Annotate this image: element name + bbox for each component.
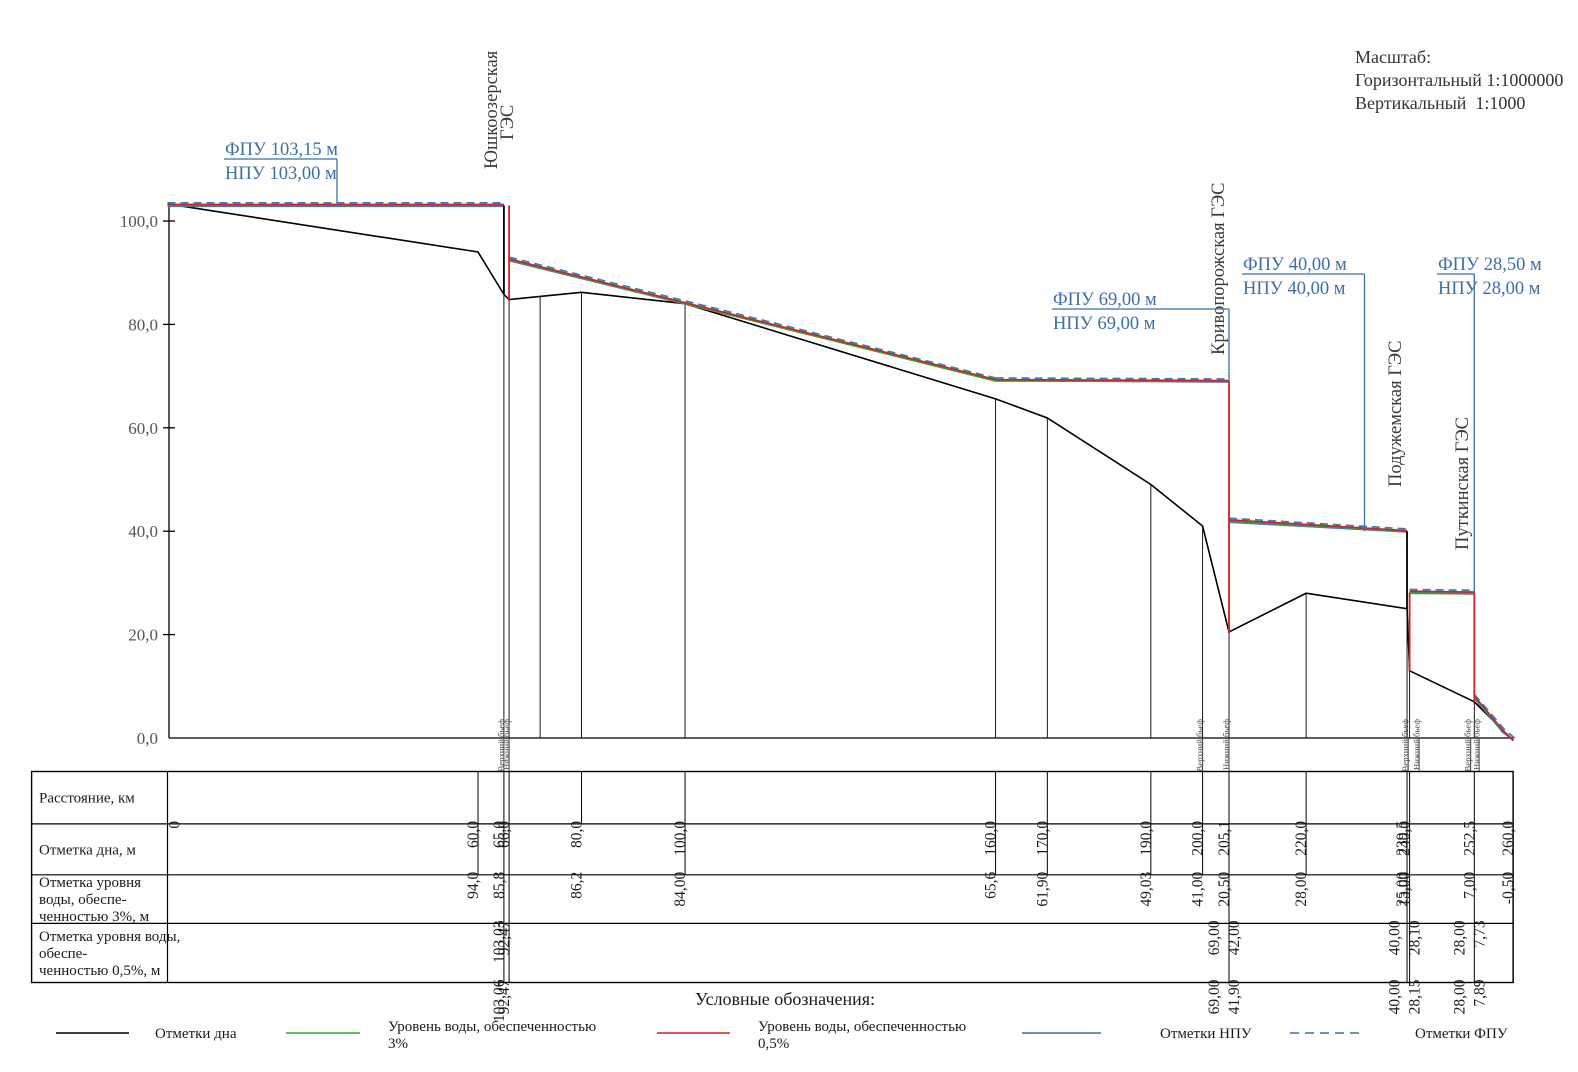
svg-text:86,2: 86,2 <box>569 872 586 899</box>
svg-text:41,90: 41,90 <box>1226 979 1243 1014</box>
svg-text:0,0: 0,0 <box>137 729 158 748</box>
svg-text:Масштаб:: Масштаб: <box>1355 47 1431 67</box>
svg-text:Путкинская ГЭС: Путкинская ГЭС <box>1453 417 1473 550</box>
svg-text:20,50: 20,50 <box>1216 872 1233 907</box>
svg-text:Вертикальный 1:1000: Вертикальный 1:1000 <box>1355 93 1525 113</box>
svg-text:20,0: 20,0 <box>128 626 158 645</box>
svg-text:ФПУ 28,50 м: ФПУ 28,50 м <box>1438 255 1542 275</box>
svg-text:65,6: 65,6 <box>983 872 1000 899</box>
svg-text:Отметки ФПУ: Отметки ФПУ <box>1415 1026 1508 1042</box>
svg-text:40,00: 40,00 <box>1387 979 1404 1014</box>
svg-text:ченностью 0,5%, м: ченностью 0,5%, м <box>39 963 161 979</box>
svg-text:Нижний бьеф: Нижний бьеф <box>501 719 511 770</box>
svg-text:7,73: 7,73 <box>1471 920 1488 947</box>
svg-text:85,8: 85,8 <box>491 872 508 899</box>
svg-text:-0,50: -0,50 <box>1500 872 1517 905</box>
svg-text:28,00: 28,00 <box>1451 979 1468 1014</box>
svg-text:69,00: 69,00 <box>1206 979 1223 1014</box>
svg-text:170,0: 170,0 <box>1034 821 1051 856</box>
svg-text:240,0: 240,0 <box>1397 821 1414 856</box>
svg-text:40,00: 40,00 <box>1387 920 1404 955</box>
svg-text:205,1: 205,1 <box>1216 821 1233 856</box>
svg-text:Отметки дна: Отметки дна <box>155 1026 237 1042</box>
svg-text:НПУ 28,00 м: НПУ 28,00 м <box>1438 279 1541 299</box>
svg-text:воды, обеспе-: воды, обеспе- <box>39 892 127 908</box>
svg-text:Нижний бьеф: Нижний бьеф <box>1221 719 1231 770</box>
svg-text:200,0: 200,0 <box>1190 821 1207 856</box>
svg-text:Уровень воды, обеспеченностью: Уровень воды, обеспеченностью <box>388 1019 596 1035</box>
svg-text:66,0: 66,0 <box>496 821 513 848</box>
svg-text:Нижний бьеф: Нижний бьеф <box>1411 719 1421 770</box>
svg-text:ФПУ 40,00 м: ФПУ 40,00 м <box>1243 255 1347 275</box>
svg-text:Подужемская ГЭС: Подужемская ГЭС <box>1386 341 1406 487</box>
svg-text:Отметка уровня: Отметка уровня <box>39 875 141 891</box>
svg-text:28,15: 28,15 <box>1407 979 1424 1014</box>
svg-text:ченностью 3%, м: ченностью 3%, м <box>39 909 150 925</box>
svg-text:Условные обозначения:: Условные обозначения: <box>695 989 875 1009</box>
svg-text:Отметка уровня воды,: Отметка уровня воды, <box>39 929 180 945</box>
svg-text:28,10: 28,10 <box>1407 920 1424 955</box>
svg-text:Верхний бьеф: Верхний бьеф <box>1400 719 1410 772</box>
svg-text:252,5: 252,5 <box>1461 821 1478 856</box>
svg-text:69,00: 69,00 <box>1206 920 1223 955</box>
svg-text:190,0: 190,0 <box>1138 821 1155 856</box>
svg-text:49,03: 49,03 <box>1138 872 1155 907</box>
svg-text:80,0: 80,0 <box>569 821 586 848</box>
svg-text:61,90: 61,90 <box>1034 872 1051 907</box>
svg-text:260,0: 260,0 <box>1500 821 1517 856</box>
svg-text:ФПУ 69,00 м: ФПУ 69,00 м <box>1053 290 1157 310</box>
svg-text:НПУ 69,00 м: НПУ 69,00 м <box>1053 314 1156 334</box>
svg-text:Кривопорожская ГЭС: Кривопорожская ГЭС <box>1209 183 1229 356</box>
svg-text:0: 0 <box>167 821 184 829</box>
svg-text:ГЭС: ГЭС <box>498 105 518 140</box>
svg-text:28,00: 28,00 <box>1293 872 1310 907</box>
svg-text:84,00: 84,00 <box>672 872 689 907</box>
svg-text:60,0: 60,0 <box>128 419 158 438</box>
svg-text:42,00: 42,00 <box>1226 920 1243 955</box>
svg-text:Уровень воды, обеспеченностью: Уровень воды, обеспеченностью <box>758 1019 966 1035</box>
svg-text:обеспе-: обеспе- <box>39 946 87 962</box>
svg-text:Расстояние, км: Расстояние, км <box>39 791 135 807</box>
svg-text:Горизонтальный 1:1000000: Горизонтальный 1:1000000 <box>1355 70 1563 90</box>
svg-text:0,5%: 0,5% <box>758 1036 789 1052</box>
svg-text:Отметки НПУ: Отметки НПУ <box>1160 1026 1252 1042</box>
svg-text:7,00: 7,00 <box>1461 872 1478 899</box>
svg-text:92,47: 92,47 <box>496 979 513 1014</box>
svg-text:41,00: 41,00 <box>1190 872 1207 907</box>
svg-text:НПУ 40,00 м: НПУ 40,00 м <box>1243 279 1346 299</box>
svg-text:Нижний бьеф: Нижний бьеф <box>1471 719 1481 770</box>
svg-text:220,0: 220,0 <box>1293 821 1310 856</box>
svg-text:3%: 3% <box>388 1036 408 1052</box>
svg-text:100,0: 100,0 <box>672 821 689 856</box>
svg-text:92,47: 92,47 <box>496 920 513 955</box>
svg-text:94,0: 94,0 <box>465 872 482 899</box>
svg-text:Отметка дна, м: Отметка дна, м <box>39 842 136 858</box>
svg-text:7,89: 7,89 <box>1471 979 1488 1006</box>
svg-text:Верхний бьеф: Верхний бьеф <box>1195 719 1205 772</box>
svg-text:28,00: 28,00 <box>1451 920 1468 955</box>
svg-text:80,0: 80,0 <box>128 315 158 334</box>
svg-text:160,0: 160,0 <box>983 821 1000 856</box>
svg-text:НПУ 103,00 м: НПУ 103,00 м <box>225 164 337 184</box>
svg-text:100,0: 100,0 <box>120 212 158 231</box>
svg-text:13,00: 13,00 <box>1397 872 1414 907</box>
svg-text:40,0: 40,0 <box>128 522 158 541</box>
svg-text:ФПУ 103,15 м: ФПУ 103,15 м <box>225 140 338 160</box>
svg-text:60,0: 60,0 <box>465 821 482 848</box>
